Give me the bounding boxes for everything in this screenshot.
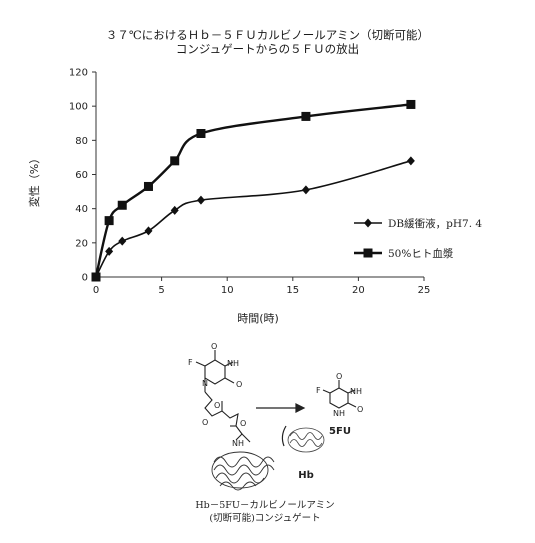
legend-label-2: 50%ヒト血漿 (388, 247, 454, 260)
5fu-atom-nh: NH (350, 387, 362, 396)
y-axis-label: 変性（%） (27, 153, 41, 207)
series-2-point (170, 156, 180, 166)
atom-nh-amide: NH (232, 439, 244, 448)
x-axis-label: 時間(時) (237, 312, 279, 325)
atom-o-amide: O (240, 419, 246, 428)
atom-o-right: O (236, 380, 242, 389)
series-1-point (144, 226, 153, 236)
free-5fu-structure (322, 380, 357, 409)
x-tick-label: 5 (158, 285, 164, 296)
hb-protein-released-icon (287, 427, 325, 453)
atom-o-ester: O (202, 418, 208, 427)
series-2-point (406, 99, 416, 109)
series-1-point (406, 156, 415, 166)
series-1-point (105, 246, 114, 256)
legend-marker-2 (363, 248, 373, 258)
scheme-caption-line2: (切断可能)コンジュゲート (209, 513, 321, 524)
atom-o-top: O (211, 342, 217, 351)
release-chart: 0 20 40 60 80 100 120 0 5 10 15 20 25 DB緩衝液，pH7. 4 50… (27, 68, 482, 326)
chart-legend: DB緩衝液，pH7. 4 50%ヒト血漿 (354, 217, 482, 260)
atom-n-ring: N (202, 379, 208, 388)
y-tick-label: 80 (75, 136, 88, 147)
legend-marker-1 (364, 218, 372, 228)
5fu-label: 5FU (329, 426, 351, 437)
atom-nh: NH (227, 359, 239, 368)
series-2-point (196, 129, 206, 138)
y-tick-label: 0 (82, 273, 88, 284)
series-2-point (104, 216, 114, 226)
reaction-arrow (256, 403, 306, 447)
5fu-atom-f: F (316, 386, 321, 395)
chart-series (91, 99, 416, 282)
5fu-atom-o-top: O (336, 372, 342, 381)
chart-title-line2: コンジュゲートからの５ＦＵの放出 (175, 42, 360, 56)
chart-title-line1: ３７℃におけるＨｂ－５ＦＵカルビノールアミン（切断可能） (105, 28, 430, 42)
series-2-point (117, 200, 127, 210)
x-tick-label: 25 (418, 285, 431, 296)
legend-label-1: DB緩衝液，pH7. 4 (388, 217, 482, 230)
atom-o-linker: O (214, 401, 220, 410)
series-1-point (118, 236, 127, 246)
5fu-atom-o-right: O (357, 405, 363, 414)
x-tick-label: 0 (93, 285, 99, 296)
series-2-point (91, 272, 101, 282)
hb-label: Hb (298, 470, 314, 481)
y-tick-label: 20 (75, 238, 88, 249)
y-tick-label: 120 (69, 68, 88, 79)
hb-protein-conjugated-icon (211, 451, 275, 491)
y-tick-label: 100 (69, 102, 88, 113)
scheme-caption-line1: Hb－5FU－カルビノールアミン (195, 500, 335, 511)
series-1-point (196, 195, 205, 205)
series-line-1 (95, 160, 412, 278)
series-1-point (301, 185, 310, 195)
5fu-atom-nh-bottom: NH (333, 409, 345, 418)
chart-axes: 0 20 40 60 80 100 120 0 5 10 15 20 25 (69, 68, 430, 297)
x-tick-label: 15 (286, 285, 299, 296)
y-tick-label: 60 (75, 170, 88, 181)
series-1-point (170, 205, 179, 215)
y-tick-label: 40 (75, 204, 88, 215)
series-2-point (143, 181, 153, 191)
x-tick-label: 10 (221, 285, 234, 296)
series-2-point (301, 111, 311, 121)
carbinolamine-5fu-conjugate-structure (195, 350, 251, 443)
atom-f: F (188, 358, 193, 367)
x-tick-label: 20 (352, 285, 365, 296)
